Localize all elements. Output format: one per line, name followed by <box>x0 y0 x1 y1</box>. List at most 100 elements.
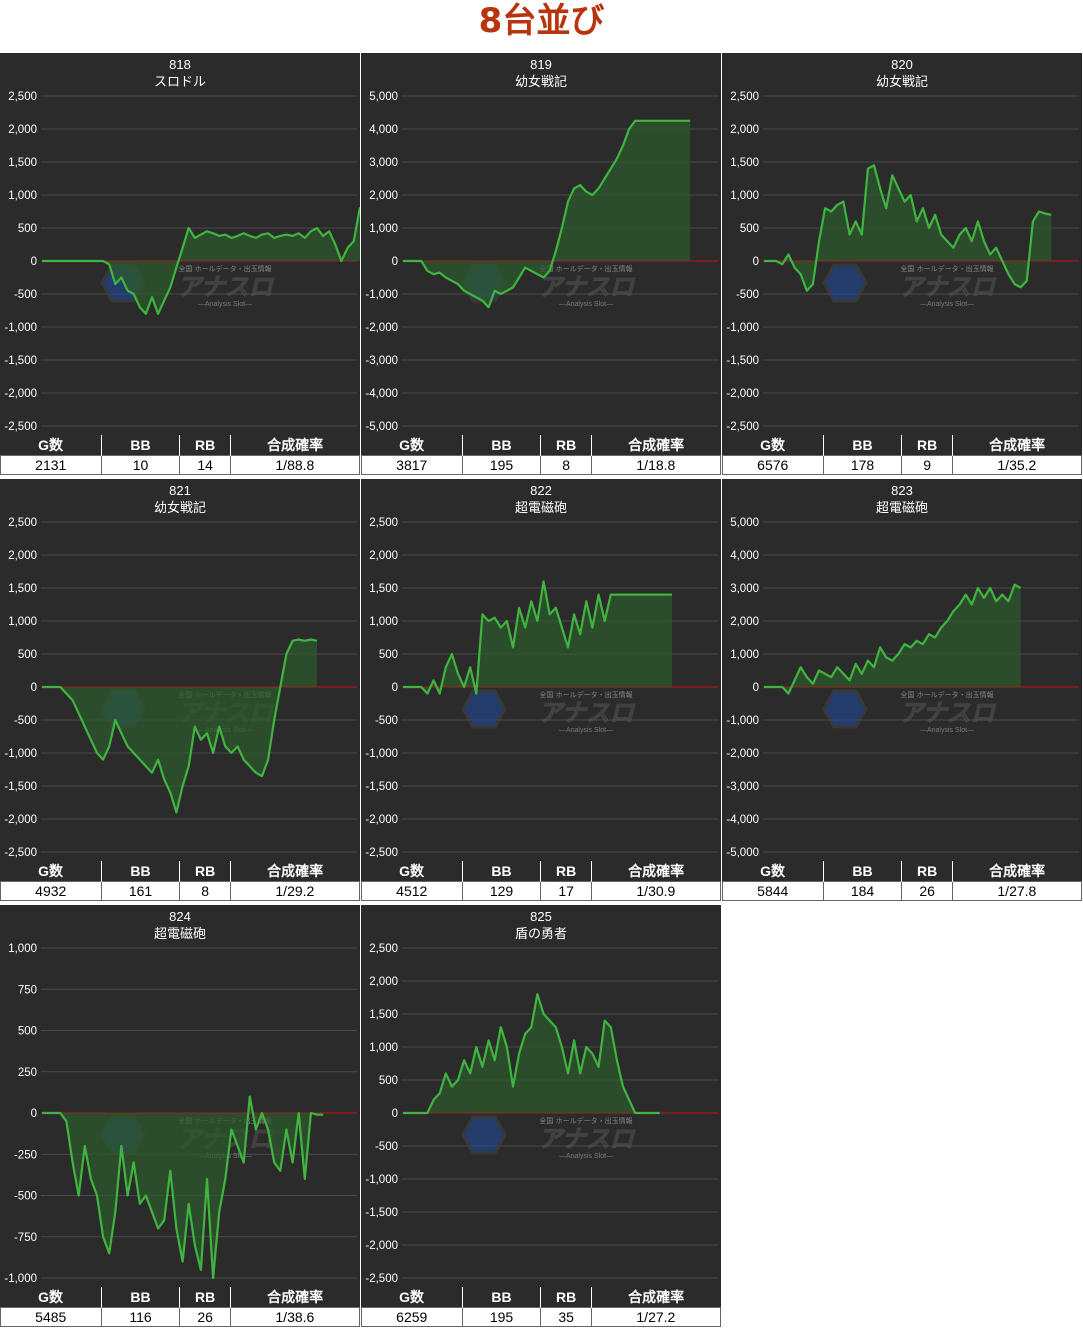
rb-cell: 35 <box>540 1307 592 1327</box>
bb-cell: 116 <box>100 1307 181 1327</box>
y-tick-label: -1,000 <box>4 1273 37 1285</box>
line-chart: 822 超電磁砲 2,500 2,000 1,500 1,000 500 0 -500 -1,00… <box>365 483 718 859</box>
y-tick-label: 1,000 <box>369 1042 398 1054</box>
series-line <box>42 207 360 315</box>
y-tick-label: -1,500 <box>365 1207 398 1219</box>
stats-header-2: RB <box>901 861 953 882</box>
y-tick-label: -1,000 <box>726 322 759 334</box>
games-cell: 2131 <box>0 455 102 475</box>
y-tick-label: -750 <box>14 1232 37 1244</box>
y-tick-label: 500 <box>18 223 37 235</box>
y-tick-label: -500 <box>375 715 398 727</box>
stats-header-3: 合成確率 <box>590 1287 721 1308</box>
stats-header-1: BB <box>100 861 180 882</box>
y-tick-label: -2,500 <box>365 1273 398 1285</box>
stats-header-1: BB <box>461 861 541 882</box>
y-tick-label: 1,500 <box>730 157 759 169</box>
stats-table: G数 BB RB 合成確率 4512 129 17 1/30.9 <box>361 861 722 901</box>
bb-cell: 195 <box>461 1307 542 1327</box>
stats-header-2: RB <box>179 861 231 882</box>
chart-panel-821: 821 幼女戦記 2,500 2,000 1,500 1,000 500 0 -500 -1,00… <box>0 479 361 901</box>
chart-panel-822: 822 超電磁砲 2,500 2,000 1,500 1,000 500 0 -500 -1,00… <box>361 479 722 901</box>
machine-title: 盾の勇者 <box>515 927 567 942</box>
y-tick-label: 750 <box>18 984 37 996</box>
line-chart: 825 盾の勇者 2,500 2,000 1,500 1,000 500 0 -500 -1,00… <box>365 909 718 1285</box>
watermark-sub-text: —Analysis Slot— <box>920 727 974 734</box>
y-tick-label: -1,500 <box>365 781 398 793</box>
machine-number: 824 <box>169 909 191 924</box>
y-tick-label: 0 <box>753 256 759 268</box>
y-tick-label: 0 <box>392 682 398 694</box>
rate-cell: 1/29.2 <box>229 881 361 901</box>
series-line <box>42 638 318 814</box>
y-tick-label: -2,000 <box>365 1240 398 1252</box>
stats-header-1: BB <box>822 861 902 882</box>
rate-cell: 1/88.8 <box>229 455 361 475</box>
y-tick-label: -1,000 <box>4 322 37 334</box>
y-tick-label: 1,000 <box>730 190 759 202</box>
stats-header-2: RB <box>179 1287 231 1308</box>
series-area <box>42 639 317 813</box>
y-tick-label: -3,000 <box>365 355 398 367</box>
rate-cell: 1/35.2 <box>951 455 1083 475</box>
stats-table: G数 BB RB 合成確率 2131 10 14 1/88.8 <box>0 435 361 475</box>
line-chart: 819 幼女戦記 5,000 4,000 3,000 2,000 1,000 0 -1,000 -… <box>365 57 718 433</box>
machine-title: 幼女戦記 <box>876 74 928 90</box>
y-tick-label: -2,000 <box>726 748 759 760</box>
y-tick-label: 250 <box>18 1067 37 1079</box>
chart-panel-825: 825 盾の勇者 2,500 2,000 1,500 1,000 500 0 -500 -1,00… <box>361 905 722 1327</box>
bb-cell: 195 <box>461 455 542 475</box>
y-tick-label: -500 <box>14 715 37 727</box>
stats-header-1: BB <box>461 435 541 456</box>
series-area <box>764 165 1052 291</box>
machine-title: 幼女戦記 <box>515 74 567 90</box>
y-tick-label: -2,000 <box>4 388 37 400</box>
stats-header-2: RB <box>901 435 953 456</box>
y-tick-label: 2,500 <box>8 91 37 103</box>
watermark-sub-text: —Analysis Slot— <box>198 301 252 308</box>
line-chart: 823 超電磁砲 5,000 4,000 3,000 2,000 1,000 0 -1,000 -… <box>726 483 1079 859</box>
y-tick-label: -5,000 <box>726 847 759 859</box>
rb-cell: 17 <box>540 881 592 901</box>
series-area <box>42 1096 324 1278</box>
chart-panel-823: 823 超電磁砲 5,000 4,000 3,000 2,000 1,000 0 -1,000 -… <box>722 479 1083 901</box>
rate-cell: 1/30.9 <box>590 881 722 901</box>
y-tick-label: -4,000 <box>365 388 398 400</box>
y-tick-label: 3,000 <box>730 583 759 595</box>
stats-header-1: BB <box>100 1287 180 1308</box>
y-tick-label: -2,500 <box>4 847 37 859</box>
bb-cell: 10 <box>100 455 181 475</box>
games-cell: 6259 <box>361 1307 463 1327</box>
y-tick-label: 2,000 <box>8 124 37 136</box>
rb-cell: 8 <box>179 881 231 901</box>
stats-table: G数 BB RB 合成確率 3817 195 8 1/18.8 <box>361 435 722 475</box>
series-area <box>42 208 360 314</box>
y-tick-label: -2,500 <box>365 847 398 859</box>
y-tick-label: 5,000 <box>730 517 759 529</box>
stats-header-0: G数 <box>722 435 824 456</box>
y-tick-label: 4,000 <box>369 124 398 136</box>
y-tick-label: 500 <box>379 649 398 661</box>
chart-panel-824: 824 超電磁砲 1,000 750 500 250 0 -250 -500 -750 -1,000… <box>0 905 361 1327</box>
bb-cell: 161 <box>100 881 181 901</box>
y-tick-label: 1,000 <box>369 616 398 628</box>
y-tick-label: 0 <box>753 682 759 694</box>
stats-header-2: RB <box>179 435 231 456</box>
watermark-top-text: 全国 ホールデータ・出玉情報 <box>539 1116 632 1125</box>
watermark-sub-text: —Analysis Slot— <box>559 727 613 734</box>
line-chart: 818 スロドル 2,500 2,000 1,500 1,000 500 0 -500 -1,00… <box>4 57 360 433</box>
y-tick-label: -2,000 <box>365 814 398 826</box>
y-tick-label: 3,000 <box>369 157 398 169</box>
stats-header-1: BB <box>822 435 902 456</box>
watermark-top-text: 全国 ホールデータ・出玉情報 <box>539 690 632 699</box>
watermark-hex-icon <box>822 263 868 303</box>
y-tick-label: -2,000 <box>365 322 398 334</box>
y-tick-label: 2,000 <box>369 550 398 562</box>
y-tick-label: 5,000 <box>369 91 398 103</box>
y-tick-label: 1,500 <box>8 157 37 169</box>
stats-header-2: RB <box>540 435 592 456</box>
games-cell: 5485 <box>0 1307 102 1327</box>
machine-number: 819 <box>530 57 552 72</box>
stats-header-0: G数 <box>0 861 102 882</box>
